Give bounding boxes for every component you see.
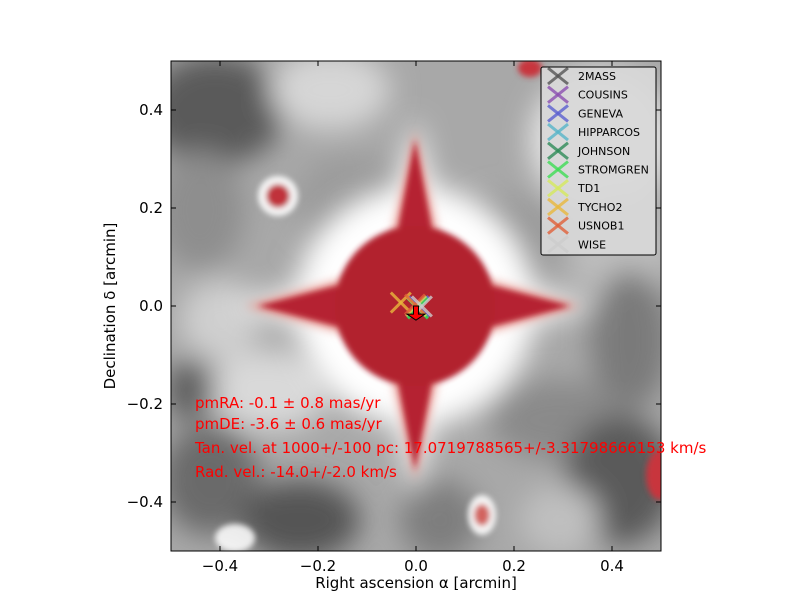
x-tick-label: −0.4: [202, 557, 238, 575]
legend-item-cousins: COUSINS: [547, 85, 628, 104]
other-sources: [215, 61, 661, 551]
x-tick-label: 0.0: [404, 557, 428, 575]
legend-label: TYCHO2: [577, 201, 622, 214]
legend-item-2mass: 2MASS: [547, 66, 616, 86]
legend-box: [540, 66, 657, 256]
legend-items: 2MASS COUSINS GENEVA HIPPARCOS JOHNSON STROMG…: [547, 66, 649, 254]
proper-motion-arrow: [405, 305, 427, 321]
legend-label: JOHNSON: [577, 145, 630, 158]
legend-label: COUSINS: [578, 89, 628, 102]
annotation-pmde: pmDE: -3.6 ± 0.6 mas/yr: [195, 415, 383, 433]
legend-label: WISE: [578, 238, 606, 251]
y-tick-label: 0.4: [139, 101, 163, 119]
x-tick-label: 0.4: [600, 557, 624, 575]
x-tick-label: 0.2: [502, 557, 526, 575]
legend-item-geneva: GENEVA: [547, 104, 623, 123]
x-axis-label: Right ascension α [arcmin]: [315, 574, 517, 592]
annotations: pmRA: -0.1 ± 0.8 mas/yr pmDE: -3.6 ± 0.6…: [194, 394, 706, 481]
legend-label: GENEVA: [578, 107, 623, 120]
legend-label: USNOB1: [578, 220, 624, 233]
y-tick-label: −0.4: [127, 493, 163, 511]
x-tick-label: −0.2: [300, 557, 336, 575]
annotation-tan-vel: Tan. vel. at 1000+/-100 pc: 17.071978856…: [194, 439, 706, 457]
legend-item-td1: TD1: [547, 179, 600, 198]
y-tick-label: 0.0: [139, 297, 163, 315]
legend-label: 2MASS: [578, 70, 616, 83]
legend-item-stromgren: STROMGREN: [547, 160, 649, 179]
legend-item-usnob1: USNOB1: [547, 216, 624, 235]
legend-label: TD1: [577, 182, 600, 195]
legend-label: HIPPARCOS: [578, 126, 640, 139]
y-tick-label: 0.2: [139, 199, 163, 217]
marker-usnob1: [403, 293, 427, 316]
ticks-layer: −0.4 −0.2 0.0 0.2 0.4 −0.4 −0.2 0.0 0.2 0.4: [127, 61, 661, 575]
annotation-rad-vel: Rad. vel.: -14.0+/-2.0 km/s: [195, 463, 397, 481]
legend-item-johnson: JOHNSON: [547, 141, 630, 160]
legend: 2MASS COUSINS GENEVA HIPPARCOS JOHNSON STROMG…: [540, 66, 657, 256]
y-axis-label: Declination δ [arcmin]: [101, 223, 119, 390]
legend-item-tycho2: TYCHO2: [547, 197, 622, 217]
legend-label: STROMGREN: [578, 164, 649, 177]
legend-item-hipparcos: HIPPARCOS: [547, 122, 640, 142]
proper-motion-arrow-shape: [405, 305, 427, 321]
y-tick-label: −0.2: [127, 395, 163, 413]
annotation-pmra: pmRA: -0.1 ± 0.8 mas/yr: [195, 394, 381, 412]
legend-item-wise: WISE: [547, 235, 606, 254]
